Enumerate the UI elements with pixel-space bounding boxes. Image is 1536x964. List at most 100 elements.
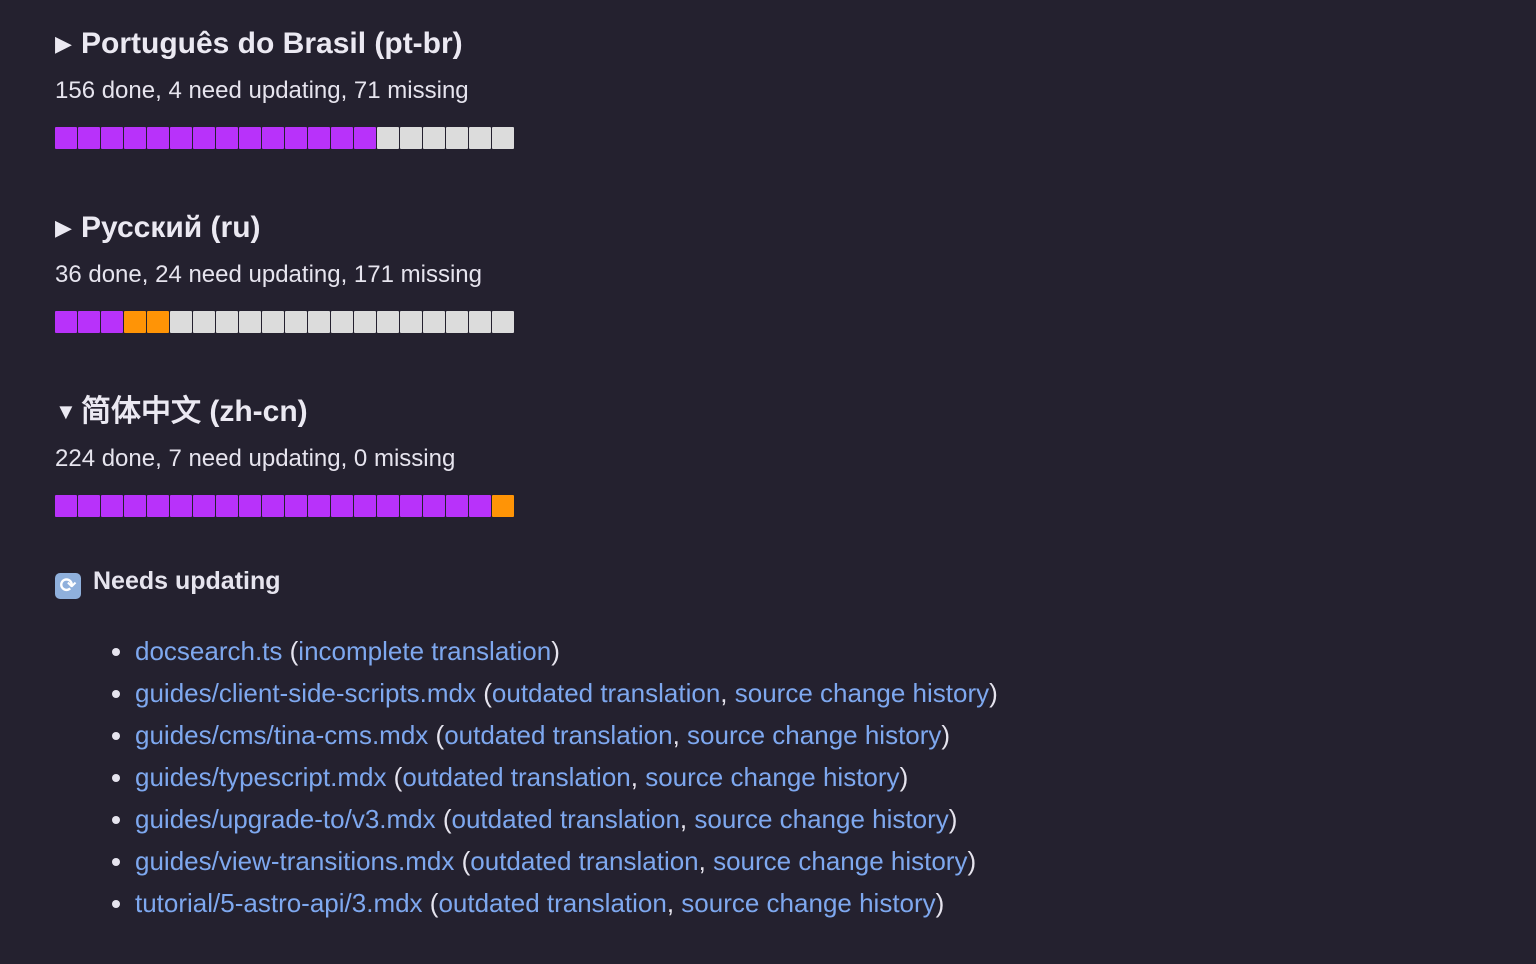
file-link[interactable]: tutorial/5-astro-api/3.mdx [135,888,423,918]
triangle-down-icon: ▼ [55,399,77,424]
progress-segment-done [101,127,123,149]
progress-segment-missing [423,311,445,333]
progress-segment-missing [400,127,422,149]
list-item: docsearch.ts (incomplete translation) [135,630,998,672]
outdated-translation-link[interactable]: outdated translation [444,720,673,750]
progress-segment-missing [331,311,353,333]
progress-segment-missing [492,127,514,149]
file-link[interactable]: guides/typescript.mdx [135,762,387,792]
file-link[interactable]: guides/view-transitions.mdx [135,846,455,876]
progress-segment-done [147,127,169,149]
outdated-translation-link[interactable]: outdated translation [451,804,680,834]
progress-segment-done [285,127,307,149]
progress-segment-done [147,495,169,517]
progress-segment-missing [469,311,491,333]
progress-segment-missing [469,127,491,149]
list-item: guides/upgrade-to/v3.mdx (outdated trans… [135,798,998,840]
progress-segment-done [262,127,284,149]
progress-segment-done [400,495,422,517]
language-section: ▼ 简体中文 (zh-cn) 224 done, 7 need updating,… [55,394,515,517]
progress-segment-missing [193,311,215,333]
list-item: guides/client-side-scripts.mdx (outdated… [135,672,998,714]
progress-segment-missing [446,127,468,149]
list-item: guides/typescript.mdx (outdated translat… [135,756,998,798]
language-summary-toggle[interactable]: ▶ Русский (ru) [55,210,515,246]
arrows-counterclockwise-icon: ⟳ [55,573,81,599]
progress-segment-missing [170,311,192,333]
outdated-translation-link[interactable]: outdated translation [491,678,721,708]
source-change-history-link[interactable]: source change history [687,720,942,750]
progress-segment-done [216,495,238,517]
file-link[interactable]: guides/client-side-scripts.mdx [135,678,477,708]
file-link[interactable]: guides/cms/tina-cms.mdx [135,720,429,750]
progress-segment-missing [446,311,468,333]
progress-segment-done [331,495,353,517]
source-change-history-link[interactable]: source change history [713,846,968,876]
progress-segment-done [262,495,284,517]
progress-segment-done [170,127,192,149]
progress-segment-done [331,127,353,149]
source-change-history-link[interactable]: source change history [694,804,949,834]
progress-segment-done [308,495,330,517]
progress-segment-missing [262,311,284,333]
progress-segment-done [124,495,146,517]
progress-segment-done [239,495,261,517]
language-title: Português do Brasil (pt-br) [81,27,463,60]
progress-segment-done [170,495,192,517]
source-change-history-link[interactable]: source change history [645,762,900,792]
progress-segment-outdated [124,311,146,333]
progress-segment-missing [354,311,376,333]
progress-segment-done [377,495,399,517]
progress-segment-missing [216,311,238,333]
outdated-translation-link[interactable]: outdated translation [470,846,699,876]
progress-segment-done [354,127,376,149]
progress-segment-done [55,495,77,517]
progress-segment-outdated [492,495,514,517]
progress-segment-done [216,127,238,149]
source-change-history-link[interactable]: source change history [681,888,936,918]
language-summary-toggle[interactable]: ▶ Português do Brasil (pt-br) [55,26,515,62]
progress-segment-missing [400,311,422,333]
progress-segment-done [55,127,77,149]
progress-segment-done [101,311,123,333]
needs-updating-list: docsearch.ts (incomplete translation)gui… [95,630,998,924]
progress-segment-outdated [147,311,169,333]
progress-segment-done [193,495,215,517]
progress-segment-done [78,495,100,517]
progress-segment-missing [239,311,261,333]
progress-bar [55,311,515,333]
progress-segment-done [354,495,376,517]
progress-segment-done [78,127,100,149]
language-section: ▶ Русский (ru) 36 done, 24 need updating,… [55,210,515,333]
list-item: guides/cms/tina-cms.mdx (outdated transl… [135,714,998,756]
triangle-right-icon: ▶ [55,215,72,240]
list-item: tutorial/5-astro-api/3.mdx (outdated tra… [135,882,998,924]
triangle-right-icon: ▶ [55,31,72,56]
progress-segment-done [446,495,468,517]
file-link[interactable]: docsearch.ts [135,636,283,666]
progress-segment-done [239,127,261,149]
progress-segment-missing [377,127,399,149]
progress-segment-missing [492,311,514,333]
needs-updating-heading: ⟳ Needs updating [55,566,281,599]
progress-segment-done [124,127,146,149]
language-stats: 224 done, 7 need updating, 0 missing [55,445,456,472]
progress-segment-missing [423,127,445,149]
language-title: 简体中文 (zh-cn) [81,395,308,428]
incomplete-translation-link[interactable]: incomplete translation [298,636,552,666]
language-stats: 36 done, 24 need updating, 171 missing [55,261,482,288]
progress-segment-missing [377,311,399,333]
language-section: ▶ Português do Brasil (pt-br) 156 done, 4… [55,26,515,149]
progress-segment-done [308,127,330,149]
progress-bar [55,495,515,517]
outdated-translation-link[interactable]: outdated translation [438,888,667,918]
file-link[interactable]: guides/upgrade-to/v3.mdx [135,804,436,834]
progress-segment-done [423,495,445,517]
progress-segment-done [101,495,123,517]
list-item: guides/view-transitions.mdx (outdated tr… [135,840,998,882]
outdated-translation-link[interactable]: outdated translation [402,762,631,792]
language-summary-toggle[interactable]: ▼ 简体中文 (zh-cn) [55,394,515,430]
progress-segment-missing [285,311,307,333]
progress-segment-done [193,127,215,149]
source-change-history-link[interactable]: source change history [734,678,990,708]
